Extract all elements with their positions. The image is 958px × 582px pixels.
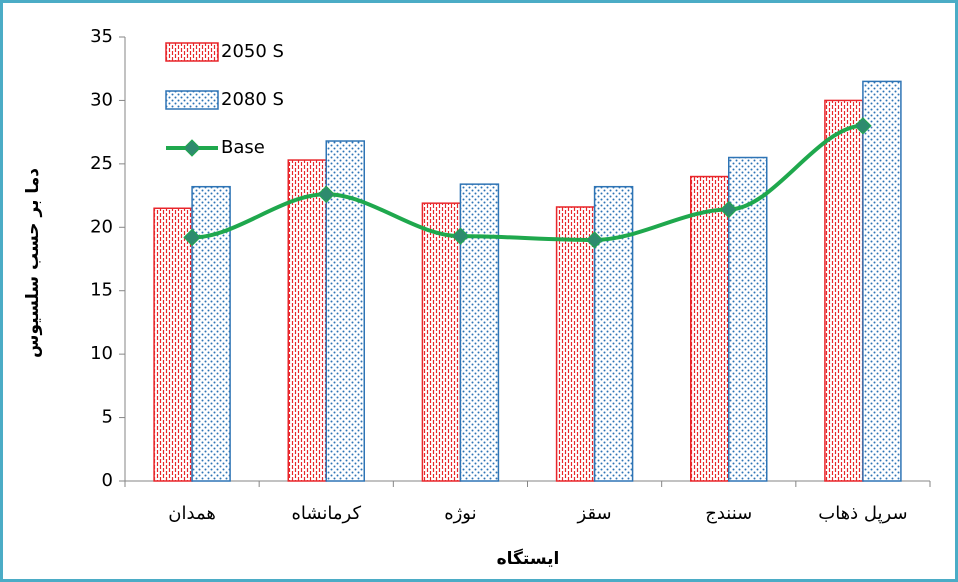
bar xyxy=(421,202,462,482)
line-marker xyxy=(451,227,470,245)
bar xyxy=(459,183,500,482)
x-tick-label: نوژه xyxy=(444,503,476,524)
legend-item: Base xyxy=(166,137,265,158)
line-marker xyxy=(720,200,738,219)
y-tick-label: 30 xyxy=(90,89,113,110)
y-tick-label: 35 xyxy=(90,26,113,47)
bar xyxy=(690,175,730,482)
y-axis-label: دما بر حسب سلسیوس xyxy=(23,168,43,358)
y-tick-label: 5 xyxy=(102,407,113,428)
line-marker xyxy=(585,231,604,249)
bar xyxy=(153,207,193,482)
x-tick-label: سقز xyxy=(577,503,612,524)
line xyxy=(192,123,864,242)
legend-item: 2080 S xyxy=(165,89,284,110)
legend-label: Base xyxy=(221,137,265,158)
x-axis-label: ایستگاه xyxy=(497,548,560,569)
legend-label: 2080 S xyxy=(221,89,284,110)
x-tick-label: سرپل ذهاب xyxy=(818,503,907,524)
bar xyxy=(862,80,902,482)
bar xyxy=(287,159,327,482)
x-tick-label: همدان xyxy=(168,503,216,524)
legend-item: 2050 S xyxy=(165,41,284,62)
legend-swatch xyxy=(165,42,219,62)
y-tick-label: 25 xyxy=(90,153,113,174)
line-marker xyxy=(854,117,872,135)
legend-swatch xyxy=(165,90,219,110)
bar xyxy=(555,206,596,482)
line-marker xyxy=(317,185,335,204)
y-tick-label: 10 xyxy=(90,343,113,364)
line-marker xyxy=(183,228,201,247)
x-tick-label: سنندج xyxy=(705,503,752,524)
y-tick-label: 15 xyxy=(90,280,113,301)
y-tick-label: 0 xyxy=(102,470,113,491)
bar xyxy=(824,99,864,482)
bar xyxy=(325,140,365,482)
bar xyxy=(593,185,634,482)
legend-marker xyxy=(183,139,201,157)
y-tick-label: 20 xyxy=(90,216,113,237)
x-tick-label: کرمانشاه xyxy=(291,503,361,524)
legend-label: 2050 S xyxy=(221,41,284,62)
chart: دما بر حسب سلسیوس ایستگاه 0 5 10 15 20 25 30 35… xyxy=(23,26,931,569)
